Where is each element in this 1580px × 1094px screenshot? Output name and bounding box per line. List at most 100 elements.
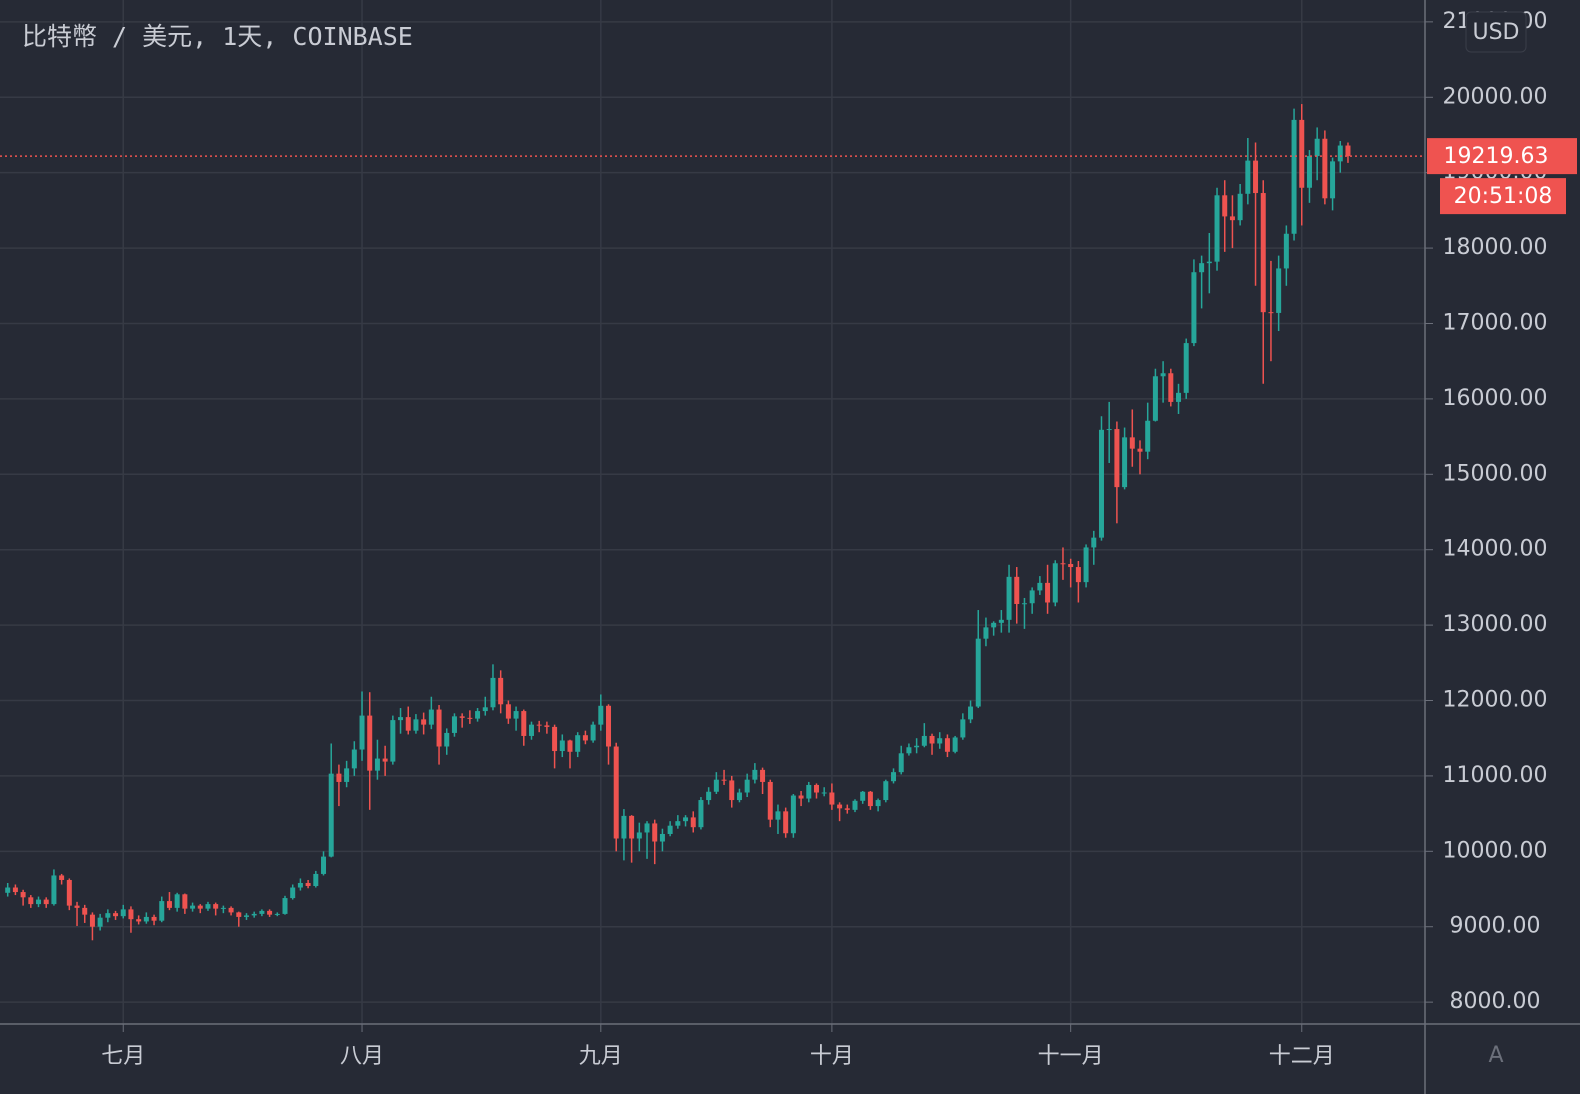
candle-body [1322,138,1328,199]
candle-body [428,709,434,725]
candle-body [220,907,226,909]
candle-body [536,724,542,726]
candle-body [436,709,442,747]
candle-body [498,677,504,705]
candle-body [752,769,758,780]
candle-body [136,919,142,922]
candle-body [159,901,165,921]
candle-body [120,909,126,917]
candle-body [36,899,42,905]
candle-body [28,897,34,905]
candle-body [1014,576,1020,604]
candle-body [1091,537,1097,548]
candle-body [1137,448,1143,452]
candle-body [598,705,604,725]
candle-body [867,791,873,807]
candle-body [1276,268,1282,313]
last-price-label: 19219.63 [1444,144,1549,169]
candle-body [66,879,72,906]
y-tick-label: 20000.00 [1443,84,1548,109]
candle-body [1314,138,1320,157]
candle-body [113,913,119,917]
candle-body [1129,437,1135,449]
candle-body [1253,160,1259,194]
candle-body [690,817,696,828]
candle-body [174,894,180,908]
candle-body [197,905,203,909]
candle-body [205,904,211,909]
candle-body [1283,233,1289,269]
candle-body [1152,376,1158,421]
candle-body [1345,145,1351,157]
auto-scale-button[interactable]: A [1488,1043,1503,1068]
candle-body [552,726,558,752]
currency-button[interactable] [1465,11,1527,53]
candle-body [390,720,396,762]
x-tick-label: 九月 [579,1044,623,1069]
candle-body [1214,195,1220,262]
candle-body [667,825,673,834]
y-tick-label: 17000.00 [1443,310,1548,335]
candle-body [991,622,997,628]
currency-label[interactable]: USD [1472,20,1519,45]
candle-body [97,917,103,927]
candle-body [382,758,388,762]
candle-body [351,749,357,769]
candle-body [860,791,866,801]
candle-body [344,768,350,782]
y-tick-label: 15000.00 [1443,461,1548,486]
candle-body [952,737,958,752]
candle-body [883,781,889,801]
candle-body [105,913,111,918]
x-tick-label: 十二月 [1269,1044,1335,1069]
candle-body [559,740,565,752]
x-tick-label: 十一月 [1038,1044,1104,1069]
countdown-box [1440,178,1566,215]
candle-body [1229,216,1235,221]
candle-body [1052,563,1058,603]
candle-body [1029,590,1035,604]
candle-body [659,833,665,842]
y-tick-label: 12000.00 [1443,688,1548,713]
candle-body [821,792,827,794]
candle-body [359,715,365,750]
candle-body [1199,263,1205,273]
candle-body [1122,437,1128,488]
candle-body [790,795,796,834]
y-tick-label: 11000.00 [1443,763,1548,788]
countdown-label: 20:51:08 [1454,184,1553,209]
candle-body [521,711,527,736]
candle-body [683,817,689,822]
candle-body [374,758,380,771]
candle-body [405,717,411,731]
candles [0,104,1425,941]
candle-body [1037,582,1043,591]
candle-body [1337,145,1343,162]
candle-body [143,916,149,922]
candle-body [313,873,319,887]
candle-body [1060,563,1066,565]
x-tick-label: 七月 [101,1044,145,1069]
candle-body [51,875,57,905]
candle-body [698,800,704,828]
candle-body [798,795,804,799]
candle-body [891,772,897,782]
candle-body [305,882,311,887]
chart-title: 比特幣 / 美元, 1天, COINBASE [22,22,413,51]
candle-body [675,821,681,826]
candle-body [89,914,95,927]
candle-body [1160,373,1166,377]
candle-body [467,717,473,719]
candle-body [929,735,935,744]
candle-body [1114,429,1120,488]
candle-body [1299,119,1305,188]
candle-body [321,856,327,874]
candle-body [875,800,881,807]
candle-body [760,769,766,782]
candle-body [713,779,719,792]
candle-body [1068,564,1074,568]
candle-body [729,780,735,801]
last-price-box [1427,138,1577,175]
candle-body [190,905,196,909]
candle-body [644,823,650,833]
